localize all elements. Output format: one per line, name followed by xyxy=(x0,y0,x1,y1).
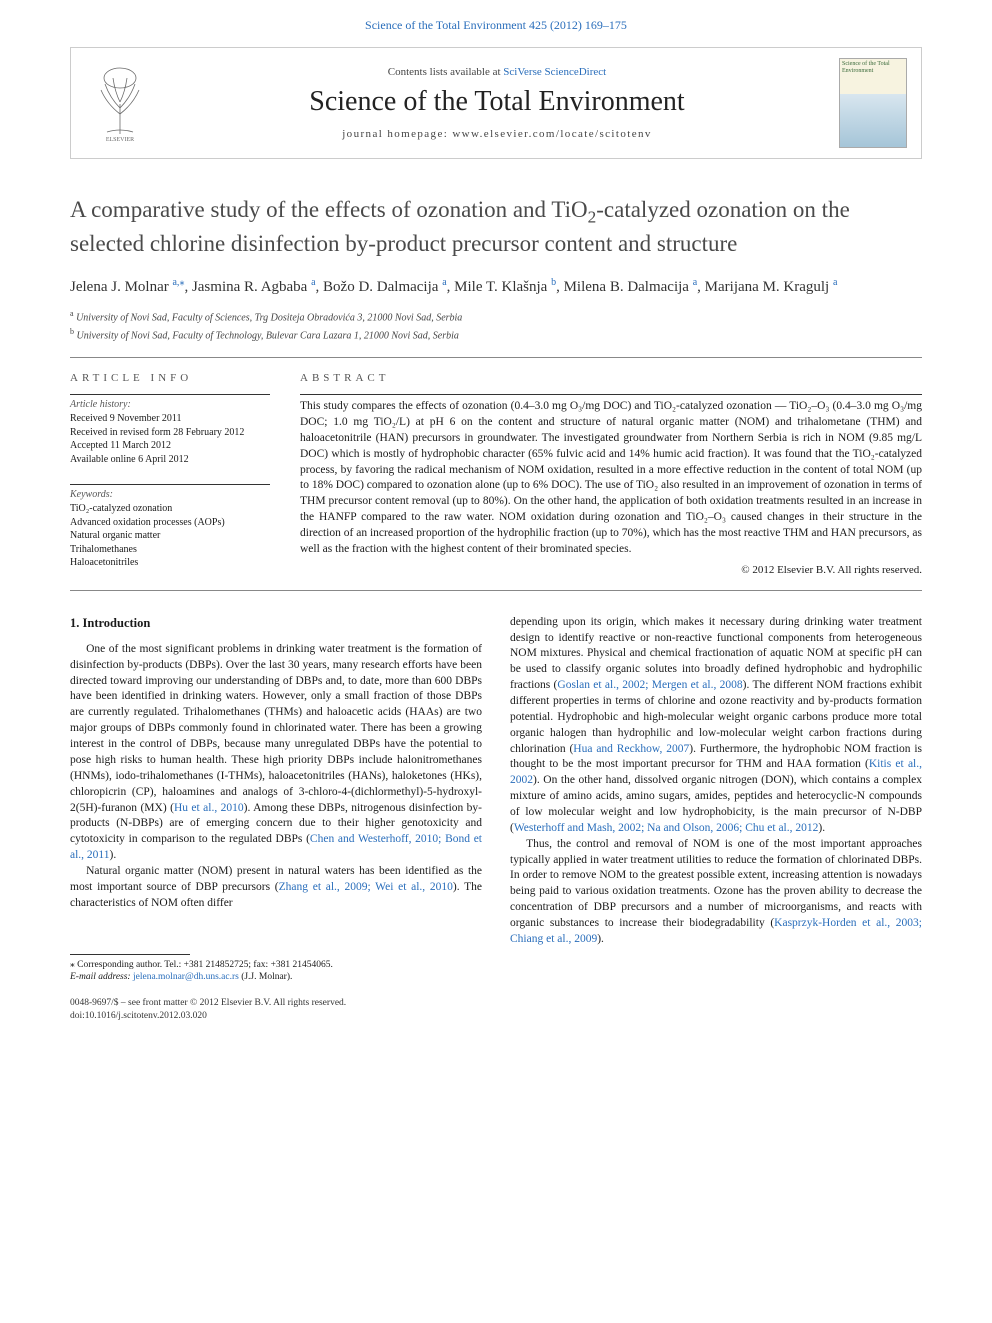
abstract-label: abstract xyxy=(300,372,922,384)
keyword: Haloacetonitriles xyxy=(70,556,270,570)
citation-link-text[interactable]: Science of the Total Environment 425 (20… xyxy=(365,18,627,32)
history-online: Available online 6 April 2012 xyxy=(70,453,270,467)
journal-header: ELSEVIER Contents lists available at Sci… xyxy=(70,47,922,159)
title-part1: A comparative study of the effects of oz… xyxy=(70,197,588,222)
article-info-label: article info xyxy=(70,372,270,384)
keywords-label: Keywords: xyxy=(70,489,270,500)
affiliations: a University of Novi Sad, Faculty of Sci… xyxy=(70,308,922,343)
svg-text:ELSEVIER: ELSEVIER xyxy=(106,137,134,142)
contents-prefix: Contents lists available at xyxy=(388,66,503,78)
sciverse-link[interactable]: SciVerse ScienceDirect xyxy=(503,66,606,78)
header-center: Contents lists available at SciVerse Sci… xyxy=(155,66,839,140)
cover-title-text: Science of the Total Environment xyxy=(842,61,904,74)
intro-p3: depending upon its origin, which makes i… xyxy=(510,615,922,837)
corr-author-line: ⁎ Corresponding author. Tel.: +381 21485… xyxy=(70,959,922,971)
affiliation-a: a University of Novi Sad, Faculty of Sci… xyxy=(70,308,922,325)
footnote-rule xyxy=(70,954,190,955)
elsevier-tree-logo: ELSEVIER xyxy=(85,64,155,142)
article-history: Article history: Received 9 November 201… xyxy=(70,394,270,466)
body-col-left: 1. Introduction One of the most signific… xyxy=(70,615,482,948)
email-suffix: (J.J. Molnar). xyxy=(239,972,293,982)
body-col-right: depending upon its origin, which makes i… xyxy=(510,615,922,948)
author-list: Jelena J. Molnar a,⁎, Jasmina R. Agbaba … xyxy=(70,275,922,299)
keyword: Advanced oxidation processes (AOPs) xyxy=(70,516,270,530)
intro-p1: One of the most significant problems in … xyxy=(70,642,482,864)
abstract-text: This study compares the effects of ozona… xyxy=(300,394,922,558)
introduction-heading: 1. Introduction xyxy=(70,615,482,632)
intro-p4: Thus, the control and removal of NOM is … xyxy=(510,837,922,948)
keyword: TiO₂-catalyzed ozonation xyxy=(70,502,270,516)
affiliation-b: b University of Novi Sad, Faculty of Tec… xyxy=(70,326,922,343)
history-accepted: Accepted 11 March 2012 xyxy=(70,439,270,453)
article-info-column: article info Article history: Received 9… xyxy=(70,372,270,576)
journal-cover-thumbnail: Science of the Total Environment xyxy=(839,58,907,148)
keyword: Natural organic matter xyxy=(70,529,270,543)
bottom-meta: 0048-9697/$ – see front matter © 2012 El… xyxy=(70,997,922,1022)
abstract-column: abstract This study compares the effects… xyxy=(300,372,922,576)
doi-line: doi:10.1016/j.scitotenv.2012.03.020 xyxy=(70,1010,346,1022)
journal-name: Science of the Total Environment xyxy=(155,86,839,118)
issn-doi-block: 0048-9697/$ – see front matter © 2012 El… xyxy=(70,997,346,1022)
email-line: E-mail address: jelena.molnar@dh.uns.ac.… xyxy=(70,971,922,983)
top-citation-link[interactable]: Science of the Total Environment 425 (20… xyxy=(0,0,992,47)
email-label: E-mail address: xyxy=(70,972,133,982)
divider-top xyxy=(70,357,922,358)
intro-p2: Natural organic matter (NOM) present in … xyxy=(70,864,482,912)
abstract-copyright: © 2012 Elsevier B.V. All rights reserved… xyxy=(300,564,922,576)
keywords-block: Keywords: TiO₂-catalyzed ozonation Advan… xyxy=(70,484,270,570)
issn-line: 0048-9697/$ – see front matter © 2012 El… xyxy=(70,997,346,1009)
corresponding-author-footnote: ⁎ Corresponding author. Tel.: +381 21485… xyxy=(70,959,922,984)
article-title: A comparative study of the effects of oz… xyxy=(70,195,922,259)
divider-mid xyxy=(70,590,922,591)
email-link[interactable]: jelena.molnar@dh.uns.ac.rs xyxy=(133,972,239,982)
page-footer: ⁎ Corresponding author. Tel.: +381 21485… xyxy=(70,948,922,1022)
history-revised: Received in revised form 28 February 201… xyxy=(70,426,270,440)
history-received: Received 9 November 2011 xyxy=(70,412,270,426)
journal-homepage-line: journal homepage: www.elsevier.com/locat… xyxy=(155,128,839,140)
contents-available-line: Contents lists available at SciVerse Sci… xyxy=(155,66,839,78)
history-label: Article history: xyxy=(70,399,270,410)
body-columns: 1. Introduction One of the most signific… xyxy=(70,615,922,948)
keyword: Trihalomethanes xyxy=(70,543,270,557)
